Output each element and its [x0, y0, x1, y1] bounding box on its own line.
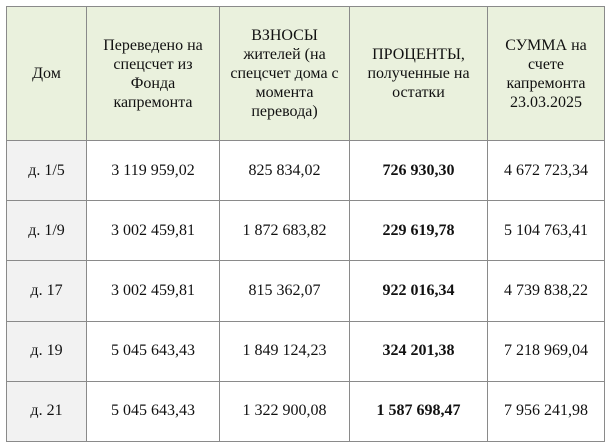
header-total: СУММА на счете капремонта 23.03.2025	[487, 6, 605, 141]
cell-house: д. 17	[6, 260, 87, 322]
cell-interest: 726 930,30	[349, 139, 488, 202]
table-row: д. 21 5 045 643,43 1 322 900,08 1 587 69…	[6, 380, 605, 443]
header-contributions: ВЗНОСЫ жителей (на спецсчет дома с момен…	[219, 6, 350, 141]
table-row: д. 19 5 045 643,43 1 849 124,23 324 201,…	[6, 320, 605, 382]
table-body: д. 1/5 3 119 959,02 825 834,02 726 930,3…	[6, 139, 605, 443]
cell-house: д. 1/9	[6, 200, 87, 262]
cell-interest: 922 016,34	[349, 260, 488, 322]
cell-interest: 324 201,38	[349, 320, 488, 382]
cell-contributions: 815 362,07	[219, 260, 350, 322]
cell-house: д. 1/5	[6, 139, 87, 202]
table-header: Дом Переведено на спецсчет из Фонда капр…	[6, 6, 605, 141]
cell-total: 4 672 723,34	[487, 139, 605, 202]
cell-transferred: 3 002 459,81	[86, 260, 220, 322]
cell-transferred: 5 045 643,43	[86, 380, 220, 443]
cell-total: 5 104 763,41	[487, 200, 605, 262]
table-row: д. 1/9 3 002 459,81 1 872 683,82 229 619…	[6, 200, 605, 262]
cell-total: 4 739 838,22	[487, 260, 605, 322]
cell-total: 7 218 969,04	[487, 320, 605, 382]
table-row: д. 1/5 3 119 959,02 825 834,02 726 930,3…	[6, 139, 605, 202]
cell-contributions: 1 322 900,08	[219, 380, 350, 443]
cell-interest: 1 587 698,47	[349, 380, 488, 443]
cell-contributions: 1 849 124,23	[219, 320, 350, 382]
header-transferred: Переведено на спецсчет из Фонда капремон…	[86, 6, 220, 141]
cell-interest: 229 619,78	[349, 200, 488, 262]
cell-house: д. 21	[6, 380, 87, 443]
cell-contributions: 825 834,02	[219, 139, 350, 202]
cell-house: д. 19	[6, 320, 87, 382]
header-interest: ПРОЦЕНТЫ, полученные на остатки	[349, 6, 488, 141]
capital-repair-table: Дом Переведено на спецсчет из Фонда капр…	[6, 6, 605, 443]
table-row: д. 17 3 002 459,81 815 362,07 922 016,34…	[6, 260, 605, 322]
header-row: Дом Переведено на спецсчет из Фонда капр…	[6, 6, 605, 141]
cell-contributions: 1 872 683,82	[219, 200, 350, 262]
cell-total: 7 956 241,98	[487, 380, 605, 443]
header-house: Дом	[6, 6, 87, 141]
cell-transferred: 3 119 959,02	[86, 139, 220, 202]
cell-transferred: 5 045 643,43	[86, 320, 220, 382]
cell-transferred: 3 002 459,81	[86, 200, 220, 262]
